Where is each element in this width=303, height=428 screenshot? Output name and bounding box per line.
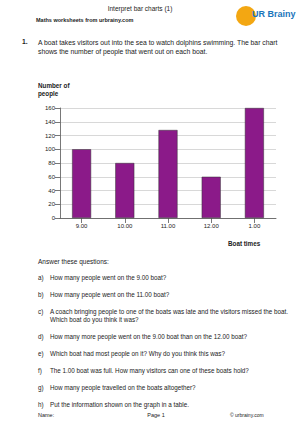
svg-text:120: 120 bbox=[45, 133, 56, 139]
svg-text:9.00: 9.00 bbox=[76, 223, 88, 229]
html-text:A boat takes visitors out into: A boat takes visitors out into the sea t… bbox=[38, 39, 278, 55]
svg-text:60: 60 bbox=[48, 174, 55, 180]
html-text:c): c) bbox=[38, 308, 44, 315]
svg-text:1.00: 1.00 bbox=[249, 223, 261, 229]
html-text:Name:: Name: bbox=[38, 412, 55, 418]
svg-text:40: 40 bbox=[48, 188, 55, 194]
html-text:How many more people went on t: How many more people went on the 9.00 bo… bbox=[50, 333, 248, 340]
svg-text:80: 80 bbox=[48, 160, 55, 166]
html-text:Maths worksheets from urbrainy: Maths worksheets from urbrainy.com bbox=[36, 17, 134, 23]
svg-text:160: 160 bbox=[45, 105, 56, 111]
html-text:d): d) bbox=[38, 333, 44, 340]
html-text:Number of people: Number of people bbox=[38, 82, 70, 97]
html-text:Which boat had most people on: Which boat had most people on it? Why do… bbox=[50, 350, 225, 357]
html-text:UR Brainy: UR Brainy bbox=[252, 9, 296, 19]
svg-text:10.00: 10.00 bbox=[117, 223, 133, 229]
html-text:b): b) bbox=[38, 291, 44, 298]
html-text:a): a) bbox=[38, 274, 44, 281]
html-text:Interpret bar charts (1): Interpret bar charts (1) bbox=[107, 5, 173, 12]
svg-text:11.00: 11.00 bbox=[161, 223, 176, 229]
svg-text:20: 20 bbox=[48, 201, 55, 207]
html-text:Put the information shown on t: Put the information shown on the graph i… bbox=[50, 401, 189, 408]
html-text:The 1.00 boat was full. How ma: The 1.00 boat was full. How many visitor… bbox=[50, 367, 249, 374]
html-text:How many people travelled on t: How many people travelled on the boats a… bbox=[50, 384, 196, 391]
svg-text:12.00: 12.00 bbox=[204, 223, 220, 229]
html-text:1.: 1. bbox=[22, 38, 28, 45]
html-text:Page 1: Page 1 bbox=[147, 412, 165, 418]
html-text:A coach bringing people to one: A coach bringing people to one of the bo… bbox=[50, 308, 288, 323]
html-text:e): e) bbox=[38, 350, 44, 357]
html-text:Boat times: Boat times bbox=[228, 240, 261, 247]
html-text:How many people went on the 11: How many people went on the 11.00 boat? bbox=[50, 291, 170, 298]
svg-text:0: 0 bbox=[52, 215, 56, 221]
svg-text:100: 100 bbox=[45, 146, 56, 152]
html-text:f): f) bbox=[38, 367, 42, 374]
html-text:h): h) bbox=[38, 401, 44, 408]
html-text:© urbrainy.com: © urbrainy.com bbox=[230, 412, 264, 418]
html-text:How many people went on the 9.: How many people went on the 9.00 boat? bbox=[50, 274, 167, 281]
svg-text:140: 140 bbox=[45, 119, 56, 125]
html-text:Answer these questions:: Answer these questions: bbox=[38, 258, 109, 265]
html-text:g): g) bbox=[38, 384, 44, 391]
